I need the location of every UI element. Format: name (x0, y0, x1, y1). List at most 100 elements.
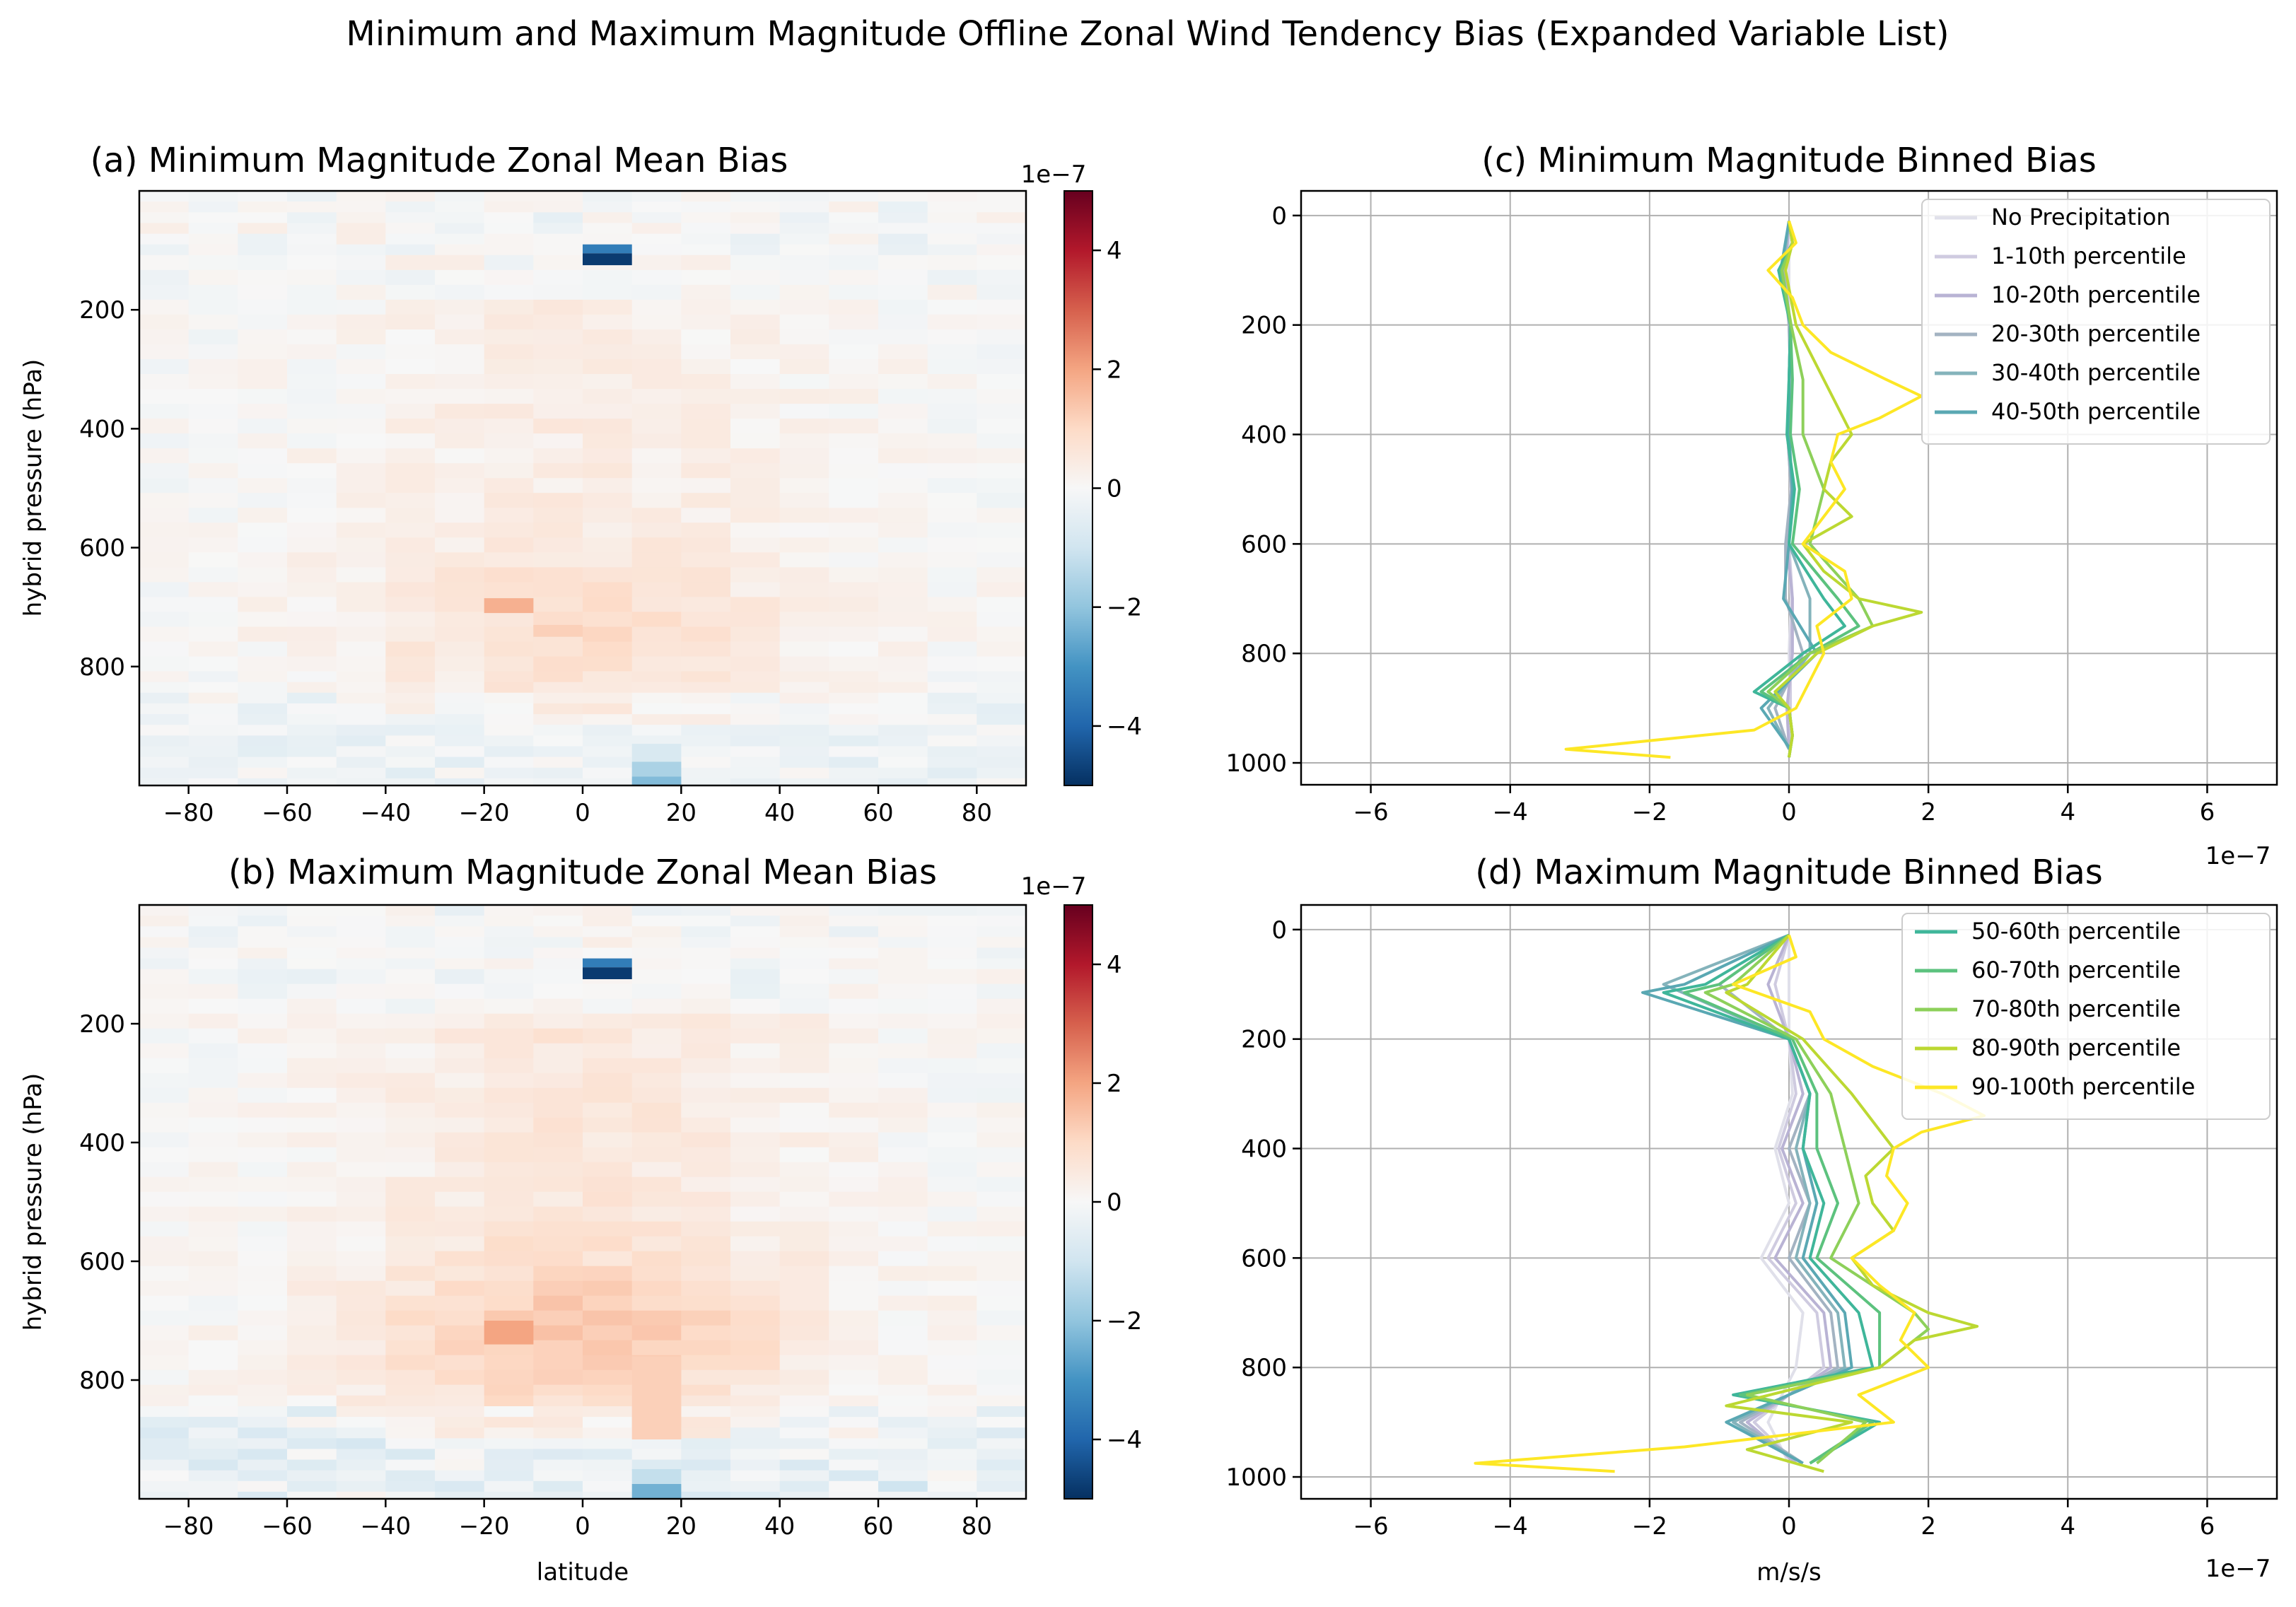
heatmap-cell (829, 212, 879, 223)
heatmap-cell (188, 374, 238, 390)
heatmap-cell (287, 1147, 337, 1163)
heatmap-cell (730, 1058, 781, 1074)
heatmap-cell (139, 703, 190, 715)
heatmap-cell (927, 537, 977, 553)
heatmap-cell (878, 1087, 928, 1104)
heatmap-cell (878, 656, 928, 672)
heatmap-cell (631, 223, 682, 235)
heatmap-cell (238, 201, 288, 213)
heatmap-cell (139, 493, 190, 508)
heatmap-cell (139, 201, 190, 213)
heatmap-cell (730, 1043, 781, 1059)
heatmap-cell (238, 567, 288, 583)
heatmap-cell (484, 1470, 534, 1482)
heatmap-cell (583, 1251, 633, 1267)
heatmap-cell (878, 1491, 928, 1500)
heatmap-cell (977, 508, 1027, 523)
heatmap-cell (977, 1043, 1027, 1059)
heatmap-cell (730, 344, 781, 360)
heatmap-cell (878, 1449, 928, 1461)
heatmap-cell (583, 374, 633, 390)
heatmap-cell (533, 1417, 583, 1428)
heatmap-cell (583, 537, 633, 553)
heatmap-cell (829, 958, 879, 970)
heatmap-cell (730, 958, 781, 970)
colorbar-tick-label: −4 (1107, 1426, 1142, 1454)
heatmap-cell (336, 778, 386, 786)
heatmap-cell (385, 612, 436, 627)
heatmap-cell (533, 714, 583, 725)
heatmap-cell (878, 1162, 928, 1178)
heatmap-cell (779, 1058, 829, 1074)
heatmap-cell (336, 703, 386, 715)
heatmap-cell (681, 522, 731, 538)
heatmap-cell (779, 937, 829, 949)
heatmap-cell (188, 463, 238, 479)
heatmap-cell (484, 735, 534, 747)
heatmap-cell (631, 1310, 682, 1326)
heatmap-cell (139, 725, 190, 736)
heatmap-cell (927, 223, 977, 235)
xtick-label: 6 (2200, 798, 2215, 826)
heatmap-cell (681, 1176, 731, 1193)
heatmap-cell (681, 735, 731, 747)
heatmap-cell (188, 969, 238, 985)
heatmap-cell (779, 389, 829, 404)
heatmap-cell (878, 233, 928, 245)
heatmap-cell (484, 493, 534, 508)
heatmap-cell (927, 1295, 977, 1311)
heatmap-cell (139, 1251, 190, 1267)
heatmap-cell (878, 692, 928, 704)
heatmap-cell (829, 582, 879, 597)
heatmap-cell (287, 1470, 337, 1482)
heatmap-cell (779, 947, 829, 959)
heatmap-cell (829, 191, 879, 202)
heatmap-cell (533, 255, 583, 271)
heatmap-cell (730, 1073, 781, 1089)
heatmap-cell (631, 567, 682, 583)
heatmap-cell (730, 1236, 781, 1252)
heatmap-cell (188, 1117, 238, 1133)
heatmap-cell (188, 1480, 238, 1492)
heatmap-cell (730, 714, 781, 725)
heatmap-cell (631, 1438, 682, 1449)
heatmap-cell (336, 983, 386, 1000)
heatmap-cell (977, 433, 1027, 449)
heatmap-cell (779, 1147, 829, 1163)
heatmap-cell (287, 1417, 337, 1428)
heatmap-cell (385, 478, 436, 493)
xtick-label: −60 (262, 1512, 313, 1541)
heatmap-cell (631, 582, 682, 597)
colorbar-a-exponent: 1e−7 (1021, 160, 1087, 189)
heatmap-cell (238, 212, 288, 223)
heatmap-cell (927, 947, 977, 959)
heatmap-cell (779, 969, 829, 985)
heatmap-cell (681, 255, 731, 271)
heatmap-cell (829, 1395, 879, 1407)
heatmap-cell (336, 1470, 386, 1482)
heatmap-cell (878, 314, 928, 330)
heatmap-cell (977, 1417, 1027, 1428)
heatmap-cell (188, 671, 238, 683)
heatmap-cell (878, 463, 928, 479)
heatmap-cell (878, 1013, 928, 1029)
heatmap-cell (730, 1087, 781, 1104)
legend-label: 20-30th percentile (1991, 320, 2201, 347)
heatmap-cell (336, 916, 386, 927)
heatmap-cell (188, 299, 238, 315)
heatmap-cell (188, 493, 238, 508)
heatmap-cell (336, 714, 386, 725)
heatmap-cell (238, 969, 288, 985)
heatmap-cell (829, 1470, 879, 1482)
heatmap-cell (435, 905, 485, 916)
heatmap-cell (287, 1132, 337, 1148)
heatmap-cell (188, 682, 238, 694)
heatmap-cell (927, 1340, 977, 1356)
heatmap-cell (188, 1058, 238, 1074)
heatmap-cell (484, 1043, 534, 1059)
heatmap-cell (385, 223, 436, 235)
heatmap-cell (139, 433, 190, 449)
legend-label: 50-60th percentile (1971, 918, 2181, 945)
heatmap-cell (631, 692, 682, 704)
heatmap-cell (927, 905, 977, 916)
